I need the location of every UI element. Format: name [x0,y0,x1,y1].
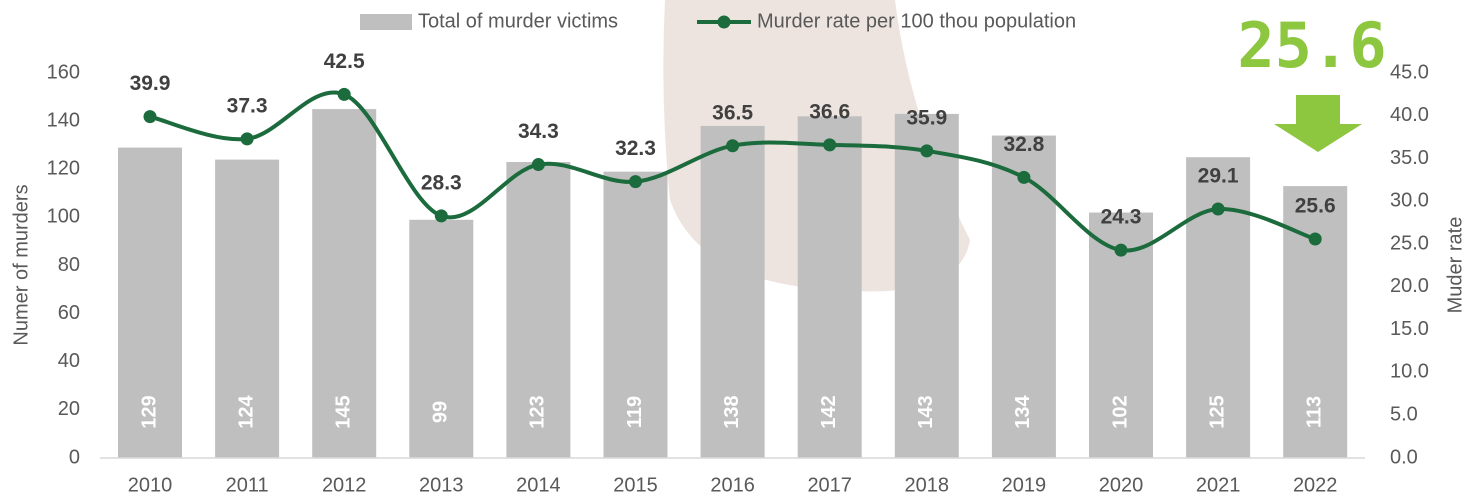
bar-value-label: 113 [1303,396,1325,428]
line-value-label: 36.5 [712,101,753,124]
line-marker [531,158,545,172]
bar-value-label: 124 [235,394,257,428]
y-tick-label: 160 [47,61,80,83]
line-value-label: 32.3 [615,137,656,160]
x-tick-label: 2019 [1002,474,1047,496]
y-tick-label: 60 [58,302,80,324]
y2-tick-label: 5.0 [1390,404,1418,426]
y2-axis-label: Muder rate [1444,217,1466,314]
y2-tick-label: 15.0 [1390,318,1429,340]
annotation: 25.6 [1237,9,1386,82]
line-marker [920,144,934,158]
bar-value-label: 119 [624,396,646,428]
line-marker [337,87,351,101]
annotation-arrow [1274,95,1362,152]
line-marker [434,209,448,223]
x-tick-label: 2018 [905,474,950,496]
line-marker [1017,170,1031,184]
line-value-label: 39.9 [130,72,171,95]
bar [700,125,765,458]
line-value-label: 32.8 [1003,133,1044,156]
bar-value-label: 134 [1012,394,1034,428]
x-tick-label: 2016 [710,474,755,496]
line-marker [143,110,157,124]
x-tick-label: 2017 [807,474,852,496]
line-marker [1114,243,1128,257]
bar [118,147,182,458]
legend-label: Murder rate per 100 thou population [757,10,1076,32]
line-marker [1211,202,1225,216]
y-axis-label: Numer of murders [10,184,32,345]
bar-value-label: 143 [915,395,937,428]
bar-value-label: 99 [430,401,452,423]
x-tick-label: 2012 [322,474,367,496]
bar [797,116,862,458]
y-tick-label: 40 [58,350,80,372]
bar-value-label: 129 [138,395,160,428]
y2-tick-label: 10.0 [1390,361,1429,383]
y-tick-label: 80 [58,254,80,276]
bar [603,171,668,458]
line-marker [629,175,642,189]
line-value-label: 42.5 [324,50,365,73]
y-tick-label: 0 [69,446,80,468]
line-marker [823,138,837,152]
x-tick-label: 2011 [226,474,269,496]
bar [991,135,1056,458]
y2-tick-label: 30.0 [1390,190,1429,212]
bar-value-label: 123 [527,395,549,428]
x-tick-label: 2022 [1293,474,1338,496]
bar [506,162,571,458]
line-value-label: 28.3 [421,171,462,194]
y-tick-label: 140 [47,109,80,131]
y2-tick-label: 45.0 [1390,61,1429,83]
line-value-label: 34.3 [518,120,559,143]
x-tick-label: 2010 [128,474,173,496]
line-value-label: 36.6 [809,100,850,123]
x-tick-label: 2015 [613,474,658,496]
legend-swatch [717,15,731,29]
x-tick-label: 2021 [1196,474,1241,496]
line-marker [726,139,740,153]
y-tick-label: 120 [47,158,80,180]
x-tick-label: 2020 [1099,474,1144,496]
y2-tick-label: 20.0 [1390,275,1429,297]
bar-value-label: 142 [818,395,840,428]
bar [409,219,474,458]
y2-tick-label: 40.0 [1390,104,1429,126]
y2-tick-label: 25.0 [1390,232,1429,254]
line-value-label: 29.1 [1198,165,1239,188]
legend-swatch [360,14,412,30]
line-value-label: 37.3 [227,94,268,117]
line-value-label: 25.6 [1295,195,1336,218]
y2-tick-label: 35.0 [1390,147,1429,169]
line-value-label: 35.9 [906,106,947,129]
bar-value-label: 125 [1206,395,1228,428]
legend-label: Total of murder victims [418,10,618,32]
line-marker [240,132,254,146]
line-marker [1308,232,1322,246]
y-tick-label: 20 [58,398,80,420]
bar [894,113,959,458]
x-tick-label: 2013 [419,474,464,496]
bar [215,159,280,458]
y-tick-label: 100 [47,206,80,228]
bar-value-label: 102 [1109,395,1131,428]
x-tick-label: 2014 [516,474,561,496]
bar-value-label: 138 [721,395,743,428]
line-value-label: 24.3 [1101,206,1142,229]
bar-value-label: 145 [332,395,354,428]
bar [312,109,377,458]
y2-tick-label: 0.0 [1390,446,1418,468]
